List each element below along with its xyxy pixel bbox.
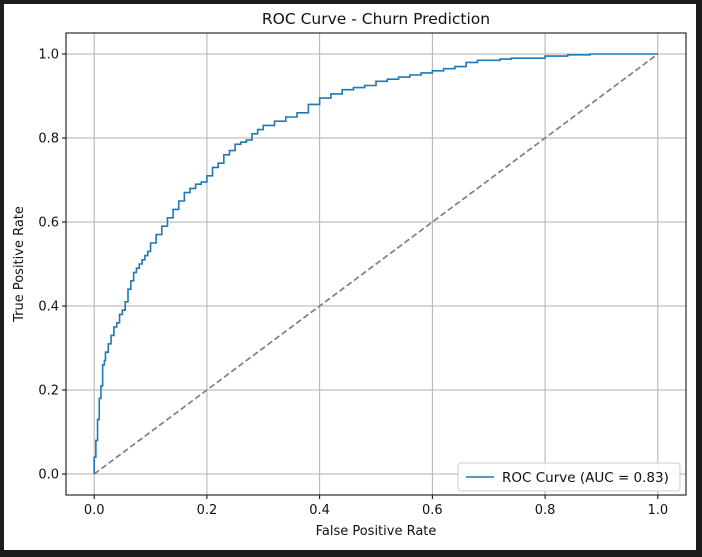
roc-curve-line [93, 53, 658, 474]
y-tick-label: 0.6 [38, 216, 59, 231]
plot-frame [65, 32, 687, 496]
y-tick-label: 0.4 [38, 300, 59, 315]
x-tick-label: 1.0 [647, 503, 668, 518]
legend-entry-roc: ROC Curve (AUC = 0.83) [502, 470, 669, 486]
y-axis-label: True Positive Rate [12, 206, 27, 323]
x-tick-label: 0.4 [309, 503, 330, 518]
chart-title: ROC Curve - Churn Prediction [262, 10, 490, 28]
plot-area [93, 53, 659, 475]
legend: ROC Curve (AUC = 0.83) [457, 462, 681, 492]
grid [66, 33, 686, 495]
x-tick-label: 0.8 [535, 503, 556, 518]
axis-ticks: 0.0 0.2 0.4 0.6 0.8 1.0 0.0 0.2 0.4 0.6 0.8 1.0 [38, 48, 668, 519]
figure-canvas: ROC Curve - Churn Prediction 0.0 0.2 0.4 0.… [4, 4, 696, 550]
y-tick-label: 0.2 [38, 384, 59, 399]
y-tick-label: 0.8 [38, 132, 59, 147]
x-tick-label: 0.6 [422, 503, 443, 518]
x-axis-label: False Positive Rate [316, 524, 437, 539]
x-tick-label: 0.2 [197, 503, 218, 518]
y-tick-label: 1.0 [38, 48, 59, 63]
legend-box [457, 462, 681, 492]
chance-diagonal-line [93, 53, 659, 475]
x-tick-label: 0.0 [84, 503, 105, 518]
roc-chart: ROC Curve - Churn Prediction 0.0 0.2 0.4 0.… [12, 10, 687, 539]
y-tick-label: 0.0 [38, 468, 59, 483]
